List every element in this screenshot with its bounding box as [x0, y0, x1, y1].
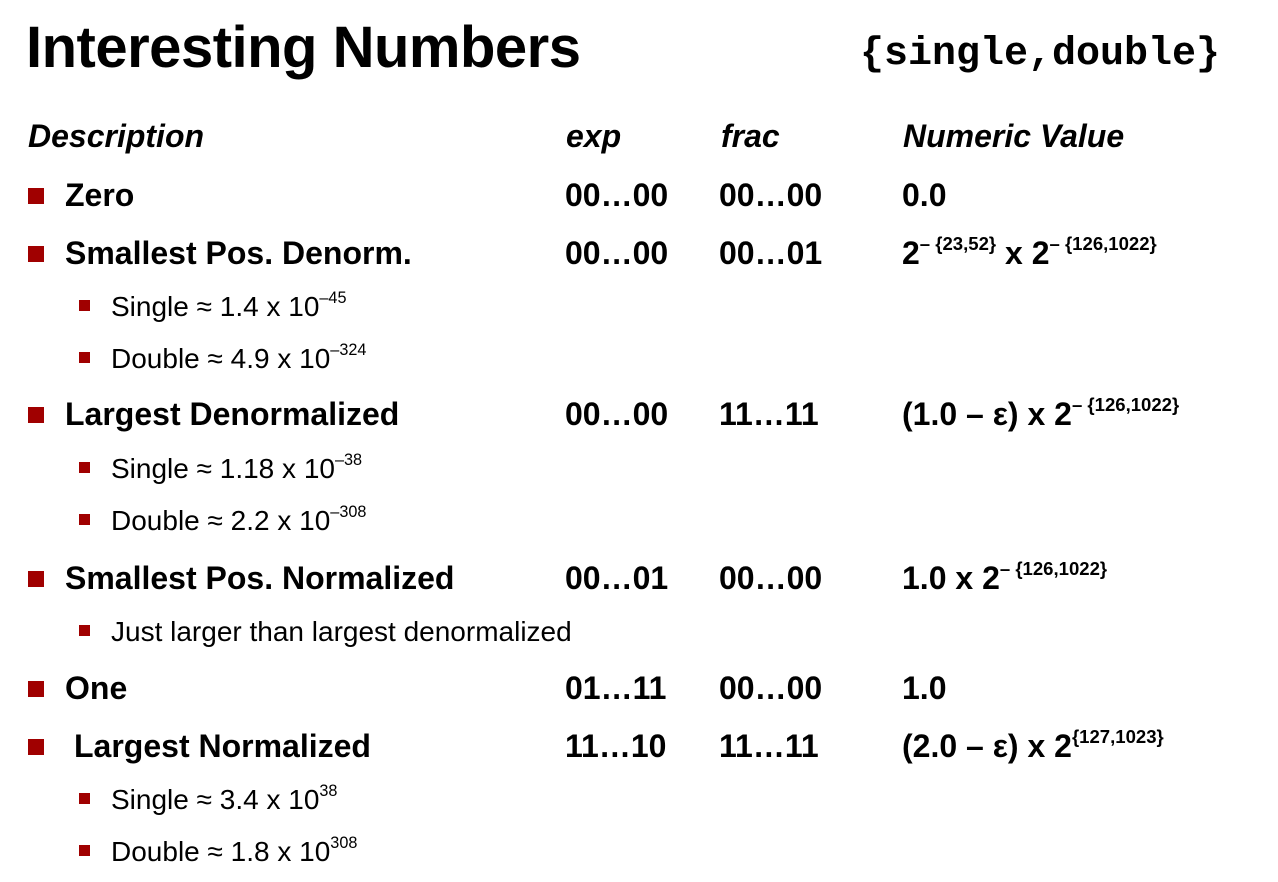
row-numeric-value: (1.0 – ε) x 2– {126,1022}: [902, 390, 1179, 438]
row-exp: 00…01: [565, 560, 669, 596]
table-row-one: One 01…11 00…00 1.0: [0, 664, 1278, 712]
sub-item-text: Double ≈ 4.9 x 10–324: [111, 341, 367, 374]
value-exponent: – {23,52}: [919, 232, 997, 254]
row-description: Largest Normalized: [74, 728, 371, 764]
value-exponent: – {126,1022}: [999, 557, 1108, 579]
table-row-smallest-pos-normalized: Smallest Pos. Normalized 00…01 00…00 1.0…: [0, 554, 1278, 602]
small-square-bullet-icon: [79, 625, 90, 636]
value-exponent: {127,1023}: [1071, 725, 1164, 747]
row-frac: 11…11: [719, 396, 819, 432]
row-numeric-value: (2.0 – ε) x 2{127,1023}: [902, 722, 1164, 770]
square-bullet-icon: [28, 571, 44, 587]
sub-item-single: Single ≈ 3.4 x 1038: [0, 779, 1278, 821]
row-numeric-value: 1.0 x 2– {126,1022}: [902, 554, 1107, 602]
small-square-bullet-icon: [79, 462, 90, 473]
sub-item-double: Double ≈ 2.2 x 10–308: [0, 500, 1278, 542]
row-frac: 00…01: [719, 235, 823, 271]
sub-item-double: Double ≈ 4.9 x 10–324: [0, 338, 1278, 380]
row-exp: 11…10: [565, 728, 667, 764]
small-square-bullet-icon: [79, 793, 90, 804]
sub-item-text: Single ≈ 3.4 x 1038: [111, 782, 338, 815]
row-description: Smallest Pos. Normalized: [65, 560, 455, 596]
value-base: 1.0: [902, 670, 947, 706]
row-exp: 00…00: [565, 177, 669, 213]
sub-item-text: Single ≈ 1.18 x 10–38: [111, 451, 363, 484]
value-base: (1.0 – ε) x 2: [902, 396, 1072, 432]
square-bullet-icon: [28, 407, 44, 423]
row-numeric-value: 1.0: [902, 664, 946, 712]
table-row-largest-normalized: Largest Normalized 11…10 11…11 (2.0 – ε)…: [0, 722, 1278, 770]
row-description: Zero: [65, 177, 135, 213]
sub-item-double: Double ≈ 1.8 x 10308: [0, 831, 1278, 873]
value-exponent: – {126,1022}: [1071, 393, 1180, 415]
sub-item-text: Single ≈ 1.4 x 10–45: [111, 289, 347, 322]
value-base: 1.0 x 2: [902, 560, 1000, 596]
value-mid: x 2: [996, 235, 1050, 271]
small-square-bullet-icon: [79, 352, 90, 363]
sub-item-text: Double ≈ 1.8 x 10308: [111, 834, 358, 867]
table-row-smallest-pos-denorm: Smallest Pos. Denorm. 00…00 00…01 2– {23…: [0, 229, 1278, 277]
value-exponent-2: – {126,1022}: [1049, 232, 1157, 254]
row-frac: 00…00: [719, 670, 823, 706]
small-square-bullet-icon: [79, 845, 90, 856]
row-frac: 00…00: [719, 560, 823, 596]
square-bullet-icon: [28, 681, 44, 697]
sub-item-text: Just larger than largest denormalized: [111, 616, 572, 647]
sub-item-note: Just larger than largest denormalized: [0, 611, 1278, 653]
header-exp: exp: [566, 118, 622, 154]
row-frac: 00…00: [719, 177, 823, 213]
row-exp: 01…11: [565, 670, 667, 706]
row-frac: 11…11: [719, 728, 819, 764]
value-base: 0.0: [902, 177, 947, 213]
small-square-bullet-icon: [79, 300, 90, 311]
square-bullet-icon: [28, 188, 44, 204]
table-row-largest-denormalized: Largest Denormalized 00…00 11…11 (1.0 – …: [0, 390, 1278, 438]
small-square-bullet-icon: [79, 514, 90, 525]
square-bullet-icon: [28, 739, 44, 755]
table-row-zero: Zero 00…00 00…00 0.0: [0, 171, 1278, 219]
sub-item-single: Single ≈ 1.18 x 10–38: [0, 448, 1278, 490]
header-frac: frac: [721, 118, 780, 154]
slide-title: Interesting Numbers: [26, 15, 581, 80]
square-bullet-icon: [28, 246, 44, 262]
sub-item-single: Single ≈ 1.4 x 10–45: [0, 286, 1278, 328]
row-numeric-value: 2– {23,52} x 2– {126,1022}: [902, 229, 1157, 277]
value-base: 2: [902, 235, 920, 271]
row-exp: 00…00: [565, 396, 669, 432]
row-description: One: [65, 670, 128, 706]
header-numeric-value: Numeric Value: [903, 118, 1125, 154]
header-description: Description: [28, 118, 205, 154]
row-description: Largest Denormalized: [65, 396, 400, 432]
slide-subtitle: {single,double}: [860, 32, 1221, 77]
sub-item-text: Double ≈ 2.2 x 10–308: [111, 503, 367, 536]
row-numeric-value: 0.0: [902, 171, 946, 219]
row-description: Smallest Pos. Denorm.: [65, 235, 412, 271]
value-base: (2.0 – ε) x 2: [902, 728, 1072, 764]
row-exp: 00…00: [565, 235, 669, 271]
